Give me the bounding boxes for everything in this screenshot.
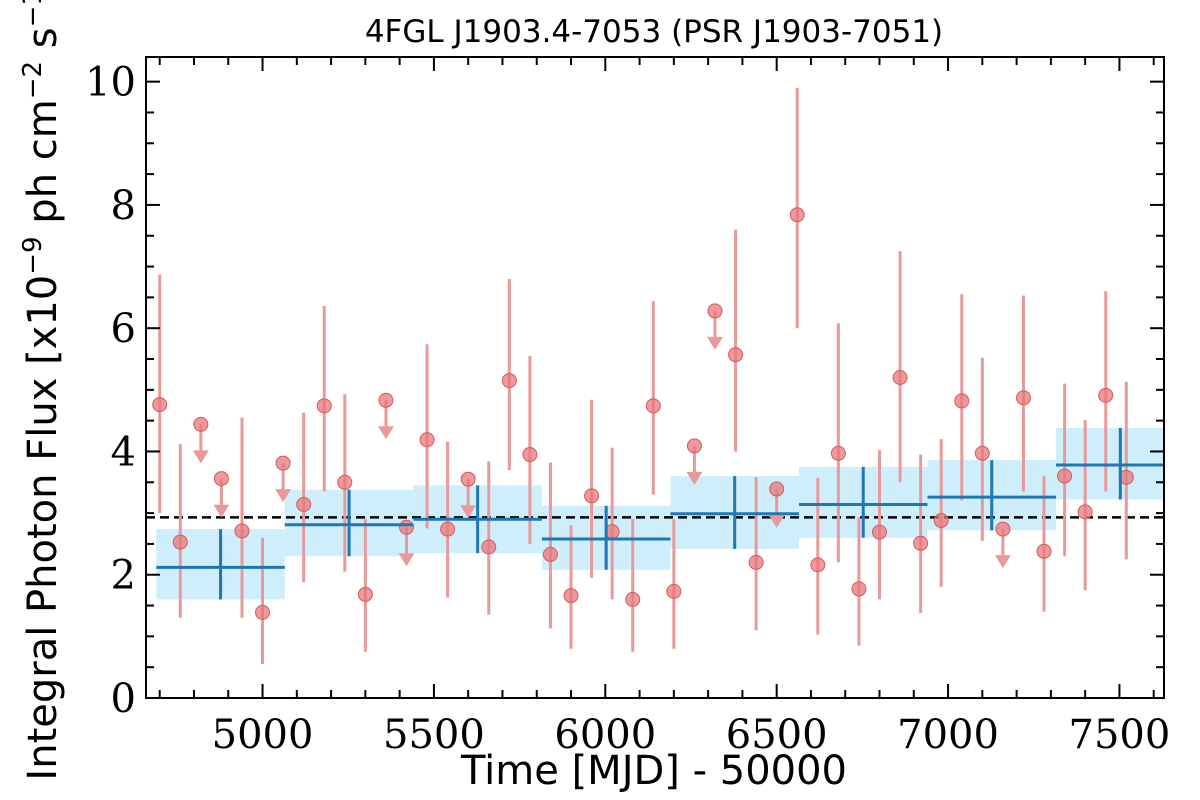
upper-limit-arrow [398,553,415,567]
upper-limit-arrow [994,555,1011,569]
upper-limit-point [378,392,394,408]
flux-point [625,591,641,607]
upper-limit-point [769,481,785,497]
upper-limit-point [398,519,414,535]
plot-frame [145,56,1165,699]
flux-point [748,554,764,570]
flux-point [913,535,929,551]
flux-point [542,546,558,562]
upper-limit-point [213,471,229,487]
flux-point [872,524,888,540]
flux-point [1077,504,1093,520]
flux-point [522,447,538,463]
y-tick-label: 0 [111,676,136,722]
tick-labels: 5000 5500 6000 6500 7000 7500 0 2 4 6 8 10 [85,60,1170,758]
y-tick-label: 10 [85,60,136,106]
flux-point [810,557,826,573]
flux-point [337,474,353,490]
upper-limit-arrow [192,450,209,464]
upper-limit-arrow [686,471,703,485]
upper-limit-arrow [377,426,394,440]
y-tick-label: 6 [111,306,136,352]
flux-point [728,347,744,363]
upper-limit-point [275,455,291,471]
flux-point [892,370,908,385]
flux-point [666,583,682,599]
y-axis-label: Integral Photon Flux [x10−9 ph cm−2 s−1] [18,0,66,781]
flux-point [296,496,312,512]
x-axis-label: Time [MJD] - 50000 [460,748,847,794]
flux-point [152,397,168,413]
y-tick-label: 8 [111,183,136,229]
upper-limit-arrow [275,489,292,503]
upper-limit-point [193,416,209,432]
y-tick-label: 4 [111,429,136,475]
flux-point [1057,468,1073,484]
flux-point [563,588,579,604]
flux-point [1098,387,1114,403]
flux-point [316,398,332,414]
flux-point [1036,543,1052,559]
upper-limit-point [460,471,476,487]
flux-point [440,521,456,537]
flux-point [501,373,517,389]
chart-title: 4FGL J1903.4-7053 (PSR J1903-7051) [365,14,943,50]
flux-point [954,393,970,409]
flux-point [481,539,497,555]
flux-point [234,523,250,539]
axis-ticks [146,57,1164,699]
flux-point [1015,390,1031,406]
flux-point [357,586,373,602]
x-tick-label: 7500 [1069,712,1171,758]
flux-point [645,398,661,414]
x-tick-label: 6000 [554,712,656,758]
upper-limit-point [686,438,702,454]
upper-limit-arrow [768,515,785,529]
x-tick-label: 6500 [726,712,828,758]
flux-point [419,432,435,448]
y-tick-label: 2 [111,553,136,599]
x-tick-label: 7000 [897,712,999,758]
flux-point [789,207,805,223]
flux-point [974,445,990,461]
upper-limit-arrow [706,336,723,350]
x-tick-label: 5000 [212,712,314,758]
x-tick-label: 5500 [383,712,485,758]
flux-point [172,534,188,550]
flux-point [830,445,846,461]
upper-limit-point [995,521,1011,537]
upper-limit-arrow [460,505,477,519]
flux-point [851,581,867,597]
plot-area [146,87,1164,665]
flux-point [255,604,271,620]
upper-limit-arrow [213,504,230,518]
flux-point [584,488,600,504]
flux-point [933,512,949,528]
upper-limit-point [707,303,723,319]
